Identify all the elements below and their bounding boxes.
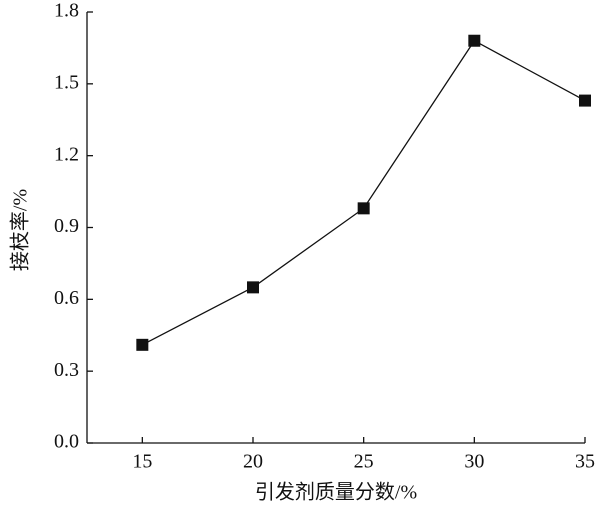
x-tick-label: 15: [132, 451, 152, 473]
marker: [579, 94, 591, 107]
x-tick-label: 30: [464, 451, 484, 473]
x-axis-label: 引发剂质量分数/%: [255, 481, 417, 504]
y-tick-label: 0.3: [54, 359, 79, 381]
marker: [136, 338, 149, 351]
y-tick-label: 1.5: [54, 71, 79, 93]
y-tick-label: 0.6: [54, 287, 79, 309]
line: [142, 39, 586, 346]
y-tick-label: 0.0: [54, 431, 79, 453]
marker: [247, 281, 259, 294]
x-tick-label: 25: [354, 451, 374, 473]
y-axis-label: 接枝率/%: [9, 189, 32, 271]
marker: [357, 202, 370, 215]
x-tick-label: 35: [575, 451, 595, 473]
marker: [468, 34, 481, 47]
y-tick-label: 0.9: [54, 215, 79, 237]
y-tick-label: 1.8: [54, 0, 79, 22]
y-tick-label: 1.2: [54, 143, 79, 165]
x-tick-label: 20: [243, 451, 263, 473]
